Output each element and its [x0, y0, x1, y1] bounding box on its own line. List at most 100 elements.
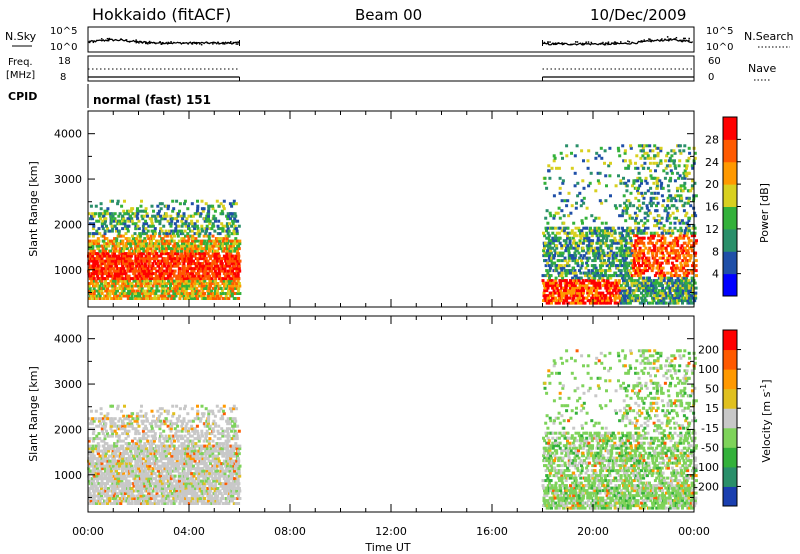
power-cell: [678, 221, 682, 225]
power-cell: [97, 239, 101, 243]
velocity-cell: [117, 449, 121, 453]
velocity-cell: [92, 472, 96, 476]
power-cell: [115, 237, 119, 241]
velocity-cell: [126, 422, 130, 426]
power-cell: [646, 214, 650, 218]
power-cell: [577, 244, 580, 248]
velocity-cell: [117, 434, 121, 438]
velocity-cell: [106, 489, 110, 493]
power-cell: [614, 279, 618, 283]
power-cell: [194, 282, 198, 285]
velocity-cell: [106, 492, 109, 495]
colorbar-swatch: [723, 206, 737, 230]
power-cell: [545, 251, 549, 255]
power-cell: [660, 296, 664, 300]
power-cell: [161, 259, 164, 263]
power-cell: [126, 209, 130, 213]
power-cell: [577, 286, 580, 290]
power-cell: [687, 199, 691, 203]
power-cell: [222, 199, 226, 203]
power-cell: [171, 254, 175, 258]
power-cell: [203, 287, 207, 290]
power-cell: [652, 216, 656, 220]
noise-search-point: [576, 41, 579, 43]
power-cell: [126, 212, 130, 216]
power-cell: [693, 234, 697, 238]
power-cell: [168, 272, 172, 276]
power-cell: [221, 212, 225, 216]
power-cell: [682, 276, 686, 280]
power-cell: [111, 252, 115, 256]
power-cell: [176, 214, 180, 218]
power-cell: [225, 282, 229, 285]
power-cell: [666, 256, 670, 260]
power-cell: [608, 251, 612, 255]
power-cell: [121, 252, 125, 256]
velocity-cell: [106, 459, 110, 463]
velocity-cell: [120, 477, 124, 481]
power-cell: [116, 297, 120, 300]
power-cell: [200, 242, 204, 246]
power-cell: [187, 214, 191, 218]
power-cell: [116, 257, 120, 261]
power-cell: [209, 257, 212, 261]
power-cell: [131, 242, 135, 246]
power-cell: [579, 236, 583, 240]
power-cell: [232, 202, 236, 206]
power-cell: [557, 289, 561, 293]
velocity-cell: [98, 492, 102, 495]
power-cell: [106, 254, 110, 258]
power-cell: [677, 251, 681, 255]
power-cell: [571, 259, 575, 263]
power-cell: [136, 277, 140, 281]
power-cell: [644, 176, 648, 180]
power-cell: [653, 176, 657, 180]
power-cell: [649, 294, 653, 298]
power-cell: [131, 289, 135, 293]
power-cell: [573, 234, 576, 238]
power-cell: [649, 231, 653, 235]
power-cell: [557, 284, 561, 288]
power-cell: [99, 272, 103, 276]
power-cell: [561, 179, 565, 183]
power-cell: [673, 164, 677, 168]
power-cell: [609, 284, 613, 288]
velocity-cell: [87, 417, 91, 421]
power-cell: [659, 276, 663, 280]
power-cell: [161, 297, 164, 300]
power-cell: [582, 201, 586, 205]
power-cell: [665, 286, 668, 290]
power-cell: [604, 174, 608, 178]
velocity-cell: [110, 429, 114, 433]
power-cell: [141, 209, 145, 213]
power-cell: [127, 282, 131, 285]
power-cell: [105, 224, 108, 228]
power-cell: [555, 286, 559, 290]
power-cell: [170, 239, 174, 243]
power-cell: [144, 232, 148, 236]
power-cell: [569, 279, 572, 283]
power-cell: [694, 286, 698, 290]
power-cell: [221, 267, 225, 271]
power-cell: [169, 234, 173, 238]
power-cell: [661, 284, 664, 288]
power-cell: [111, 292, 115, 295]
power-cell: [97, 219, 101, 223]
noise-search-point: [650, 39, 652, 42]
velocity-cell: [127, 429, 131, 433]
power-cell: [603, 149, 607, 153]
noise-search-point: [106, 37, 109, 40]
power-cell: [555, 269, 559, 273]
power-cell: [607, 289, 611, 293]
power-cell: [618, 239, 622, 243]
power-cell: [576, 294, 580, 298]
power-cell: [596, 246, 600, 250]
power-cell: [563, 244, 566, 248]
power-cell: [625, 291, 629, 295]
power-cell: [553, 254, 557, 258]
power-cell: [549, 284, 553, 288]
power-cell: [573, 184, 577, 188]
power-cell: [557, 259, 561, 263]
velocity-cell: [105, 414, 109, 418]
velocity-cell: [114, 464, 118, 468]
